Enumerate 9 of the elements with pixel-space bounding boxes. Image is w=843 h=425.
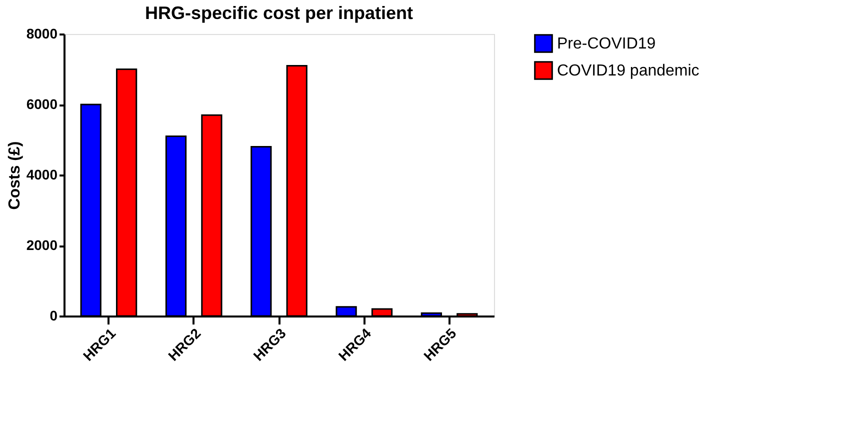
y-tick-label: 8000: [26, 26, 58, 42]
chart-title: HRG-specific cost per inpatient: [144, 3, 414, 23]
legend-label: COVID19 pandemic: [557, 62, 700, 80]
y-tick-label: 4000: [26, 166, 58, 182]
y-axis-title: Costs (£): [6, 141, 24, 210]
legend-label: Pre-COVID19: [557, 36, 656, 52]
y-tick-label: 6000: [26, 96, 58, 112]
y-tick-label: 0: [50, 308, 58, 324]
y-tick-label: 2000: [26, 237, 58, 253]
